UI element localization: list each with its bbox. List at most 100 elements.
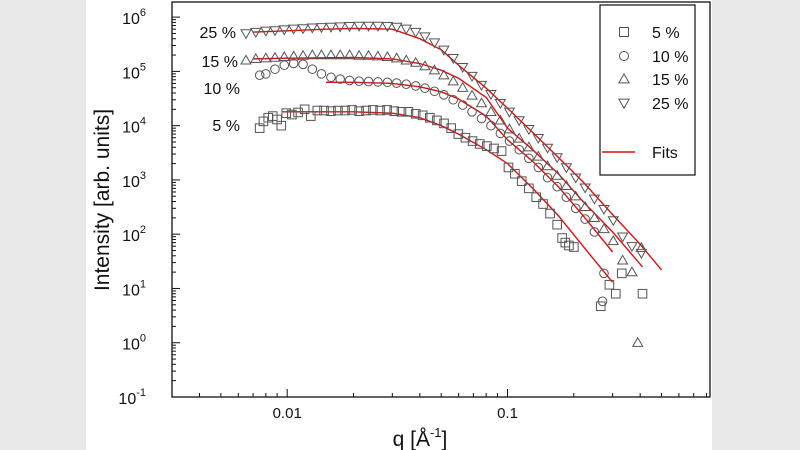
- data-point: [439, 90, 449, 100]
- data-point: [260, 26, 272, 37]
- data-point: [288, 58, 299, 69]
- fit-line-15-percent: [253, 56, 644, 268]
- data-point: [362, 49, 375, 60]
- legend-label: 25 %: [652, 96, 688, 113]
- data-point: [353, 21, 365, 32]
- data-point: [254, 70, 265, 81]
- data-point: [523, 141, 535, 152]
- data-point: [503, 123, 516, 134]
- data-point: [287, 50, 300, 61]
- y-tick-base: 10: [122, 174, 140, 191]
- x-axis-label: q [Å-1]: [393, 425, 448, 450]
- y-tick-label: 104: [122, 116, 146, 137]
- data-point: [297, 49, 309, 60]
- data-point: [372, 21, 384, 32]
- legend-box: [599, 4, 696, 176]
- data-point: [569, 242, 579, 252]
- data-point: [598, 204, 610, 216]
- data-point: [326, 106, 336, 116]
- data-point: [287, 24, 300, 35]
- series-10-percent: [254, 58, 609, 307]
- y-tick-base: 10: [122, 120, 140, 137]
- data-point: [616, 254, 629, 265]
- data-point: [531, 192, 542, 203]
- data-point: [260, 52, 272, 63]
- data-point: [457, 100, 468, 110]
- y-tick-base: 10: [122, 65, 140, 82]
- data-point: [261, 69, 271, 79]
- data-point: [635, 241, 648, 253]
- y-tick-exponent: 2: [140, 224, 146, 236]
- x-axis-label-exponent: -1: [430, 425, 442, 440]
- data-point: [419, 32, 431, 43]
- data-point: [340, 105, 350, 116]
- data-point: [240, 54, 252, 65]
- data-point: [401, 79, 412, 90]
- data-point: [334, 49, 347, 60]
- data-point: [381, 50, 394, 62]
- data-point: [474, 139, 485, 149]
- data-point: [344, 75, 355, 86]
- legend-marker-triangle-down: [617, 98, 631, 110]
- data-point: [438, 69, 450, 80]
- data-point: [551, 169, 563, 180]
- data-point: [541, 143, 554, 154]
- data-point: [293, 107, 303, 118]
- data-point: [448, 94, 459, 105]
- data-point: [496, 146, 507, 156]
- legend-label: Fits: [652, 145, 678, 162]
- data-point: [598, 222, 610, 234]
- data-point: [532, 133, 545, 145]
- data-point: [382, 77, 393, 88]
- data-point: [410, 81, 421, 91]
- y-tick-label: 103: [122, 170, 146, 191]
- x-tick-label: 0.1: [497, 405, 518, 422]
- data-point: [569, 173, 582, 184]
- data-point: [514, 144, 525, 155]
- data-point: [315, 23, 328, 34]
- data-point: [270, 64, 280, 74]
- data-point: [307, 64, 318, 74]
- y-tick-exponent: -1: [136, 387, 146, 399]
- data-point: [297, 24, 309, 35]
- x-axis-label-close: ]: [442, 428, 448, 450]
- data-point: [279, 60, 290, 71]
- data-point: [604, 279, 615, 290]
- data-point: [396, 107, 407, 117]
- data-point: [389, 106, 400, 116]
- data-point: [485, 90, 497, 101]
- data-point: [325, 22, 337, 33]
- data-point: [485, 105, 497, 116]
- data-point: [269, 26, 281, 37]
- y-tick-base: 10: [122, 282, 140, 299]
- data-point: [373, 77, 383, 87]
- data-point: [420, 83, 430, 94]
- data-point: [561, 192, 572, 203]
- data-point: [335, 74, 345, 84]
- data-point: [368, 105, 378, 115]
- data-point: [306, 23, 319, 34]
- legend-marker-circle: [619, 51, 629, 61]
- data-point: [403, 107, 414, 117]
- data-point: [552, 219, 562, 230]
- data-point: [249, 52, 262, 64]
- y-tick-exponent: 6: [140, 7, 146, 19]
- data-point: [595, 301, 606, 312]
- data-point: [375, 105, 385, 116]
- y-tick-label: 100: [122, 333, 146, 354]
- data-point: [579, 200, 591, 211]
- y-tick-base: 10: [122, 337, 140, 354]
- data-point: [319, 105, 329, 116]
- data-point: [616, 232, 629, 243]
- data-point: [467, 136, 478, 146]
- data-point: [325, 49, 337, 60]
- y-tick-exponent: 0: [140, 333, 146, 345]
- data-point: [545, 208, 555, 219]
- data-point: [315, 49, 328, 60]
- data-point: [428, 64, 441, 75]
- data-point: [428, 38, 441, 49]
- data-point: [626, 266, 638, 277]
- data-point: [460, 132, 471, 143]
- data-point: [466, 71, 478, 83]
- series-5-percent: [254, 104, 648, 312]
